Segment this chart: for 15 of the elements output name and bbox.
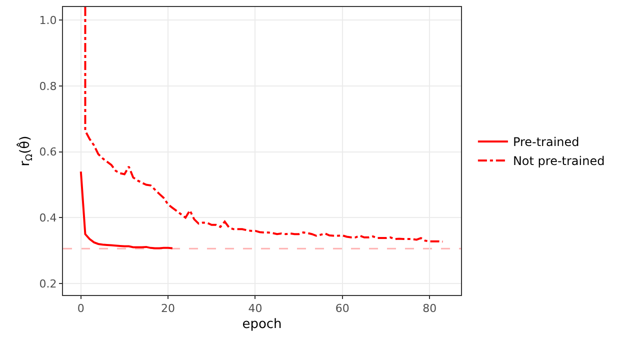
x-tick-label: 20 — [161, 302, 176, 316]
x-tick-label: 40 — [248, 302, 262, 316]
line-series — [80, 170, 174, 250]
y-tick-label: 0.6 — [39, 146, 57, 159]
y-tick-label: 1.0 — [39, 14, 57, 28]
x-tick-label: 0 — [77, 302, 84, 316]
x-axis-title: epoch — [242, 316, 282, 332]
y-tick-label: 0.4 — [39, 212, 57, 224]
y-tick-label: 0.8 — [39, 80, 57, 93]
line-series — [84, 7, 444, 243]
y-tick-label: 0.2 — [39, 277, 57, 290]
x-tick-label: 60 — [335, 302, 350, 316]
legend-label: Not pre-trained — [512, 154, 605, 168]
legend-label: Pre-trained — [512, 135, 580, 150]
x-tick-label: 80 — [422, 302, 437, 316]
